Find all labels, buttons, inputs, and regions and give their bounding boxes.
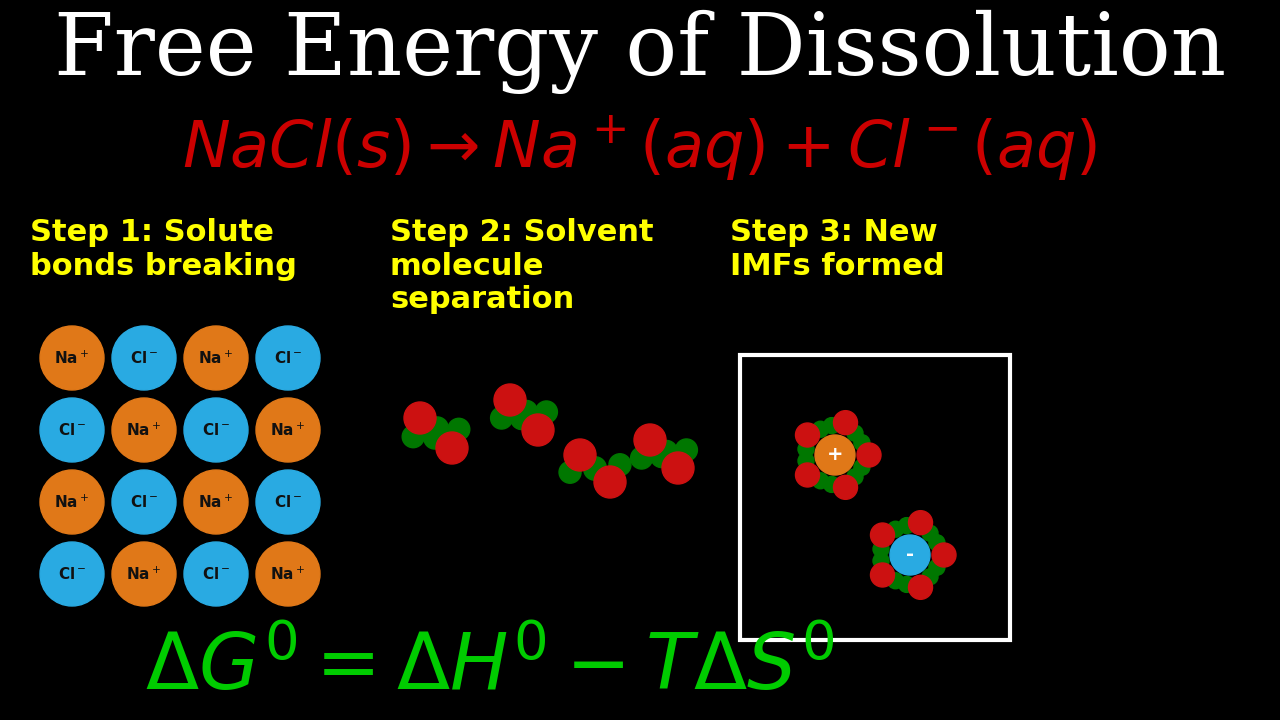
Circle shape xyxy=(184,398,248,462)
Circle shape xyxy=(494,384,526,416)
Circle shape xyxy=(40,470,104,534)
Bar xyxy=(740,355,1010,640)
Circle shape xyxy=(564,439,596,471)
Circle shape xyxy=(256,398,320,462)
Circle shape xyxy=(873,553,890,569)
Circle shape xyxy=(634,424,666,456)
Circle shape xyxy=(909,575,933,599)
Circle shape xyxy=(854,435,870,451)
Circle shape xyxy=(929,559,945,575)
Circle shape xyxy=(40,398,104,462)
Circle shape xyxy=(929,535,945,551)
Circle shape xyxy=(522,414,554,446)
Circle shape xyxy=(922,569,938,585)
Text: Na$^+$: Na$^+$ xyxy=(198,493,233,510)
Circle shape xyxy=(873,541,890,557)
Circle shape xyxy=(823,418,840,433)
Circle shape xyxy=(833,475,858,500)
Circle shape xyxy=(113,398,177,462)
Circle shape xyxy=(609,454,631,476)
Circle shape xyxy=(584,456,607,479)
Text: Na$^+$: Na$^+$ xyxy=(270,421,306,438)
Text: Na$^+$: Na$^+$ xyxy=(55,349,90,366)
Circle shape xyxy=(833,410,858,435)
Text: Na$^+$: Na$^+$ xyxy=(127,565,161,582)
Circle shape xyxy=(424,427,445,449)
Circle shape xyxy=(870,563,895,587)
Circle shape xyxy=(404,402,436,434)
Text: Na$^+$: Na$^+$ xyxy=(55,493,90,510)
Text: +: + xyxy=(827,446,844,464)
Circle shape xyxy=(870,523,895,547)
Circle shape xyxy=(813,421,828,437)
Circle shape xyxy=(823,477,840,492)
Circle shape xyxy=(184,326,248,390)
Circle shape xyxy=(795,423,819,447)
Text: Cl$^-$: Cl$^-$ xyxy=(129,494,159,510)
Circle shape xyxy=(490,407,512,429)
Text: -: - xyxy=(906,546,914,564)
Text: Cl$^-$: Cl$^-$ xyxy=(202,422,230,438)
Circle shape xyxy=(899,518,915,534)
Text: Cl$^-$: Cl$^-$ xyxy=(202,566,230,582)
Text: Free Energy of Dissolution: Free Energy of Dissolution xyxy=(54,10,1226,94)
Circle shape xyxy=(256,326,320,390)
Circle shape xyxy=(650,446,673,467)
Circle shape xyxy=(858,443,881,467)
Circle shape xyxy=(436,432,468,464)
Circle shape xyxy=(815,435,855,475)
Circle shape xyxy=(797,441,814,457)
Text: Cl$^-$: Cl$^-$ xyxy=(58,566,86,582)
Text: Na$^+$: Na$^+$ xyxy=(270,565,306,582)
Text: $\Delta G^0 = \Delta H^0 - T\Delta S^0$: $\Delta G^0 = \Delta H^0 - T\Delta S^0$ xyxy=(146,630,835,706)
Circle shape xyxy=(40,326,104,390)
Text: Cl$^-$: Cl$^-$ xyxy=(274,494,302,510)
Circle shape xyxy=(594,466,626,498)
Circle shape xyxy=(426,417,448,439)
Circle shape xyxy=(655,441,677,462)
Circle shape xyxy=(932,543,956,567)
Circle shape xyxy=(535,401,557,423)
Circle shape xyxy=(890,535,931,575)
Circle shape xyxy=(813,473,828,489)
Circle shape xyxy=(402,426,424,448)
Text: Step 1: Solute
bonds breaking: Step 1: Solute bonds breaking xyxy=(29,218,297,281)
Circle shape xyxy=(887,521,904,537)
Circle shape xyxy=(559,462,581,483)
Circle shape xyxy=(676,439,698,461)
Circle shape xyxy=(184,470,248,534)
Circle shape xyxy=(847,469,863,485)
Circle shape xyxy=(113,542,177,606)
Text: Step 3: New
IMFs formed: Step 3: New IMFs formed xyxy=(730,218,945,281)
Circle shape xyxy=(256,542,320,606)
Circle shape xyxy=(448,418,470,441)
Circle shape xyxy=(184,542,248,606)
Text: Cl$^-$: Cl$^-$ xyxy=(58,422,86,438)
Circle shape xyxy=(662,452,694,484)
Circle shape xyxy=(909,510,933,535)
Circle shape xyxy=(584,458,605,480)
Circle shape xyxy=(256,470,320,534)
Circle shape xyxy=(795,463,819,487)
Circle shape xyxy=(40,542,104,606)
Circle shape xyxy=(922,525,938,541)
Circle shape xyxy=(854,459,870,475)
Text: Step 2: Solvent
molecule
separation: Step 2: Solvent molecule separation xyxy=(390,218,654,314)
Text: Na$^+$: Na$^+$ xyxy=(127,421,161,438)
Circle shape xyxy=(516,400,538,423)
Circle shape xyxy=(113,326,177,390)
Circle shape xyxy=(887,573,904,589)
Text: $\mathit{NaCl(s) \rightarrow Na^+(aq) + Cl^-(aq)}$: $\mathit{NaCl(s) \rightarrow Na^+(aq) + … xyxy=(183,113,1097,183)
Circle shape xyxy=(511,408,532,430)
Circle shape xyxy=(113,470,177,534)
Circle shape xyxy=(631,447,653,469)
Circle shape xyxy=(847,426,863,441)
Text: Cl$^-$: Cl$^-$ xyxy=(274,350,302,366)
Circle shape xyxy=(899,577,915,593)
Text: Na$^+$: Na$^+$ xyxy=(198,349,233,366)
Text: Cl$^-$: Cl$^-$ xyxy=(129,350,159,366)
Circle shape xyxy=(797,453,814,469)
